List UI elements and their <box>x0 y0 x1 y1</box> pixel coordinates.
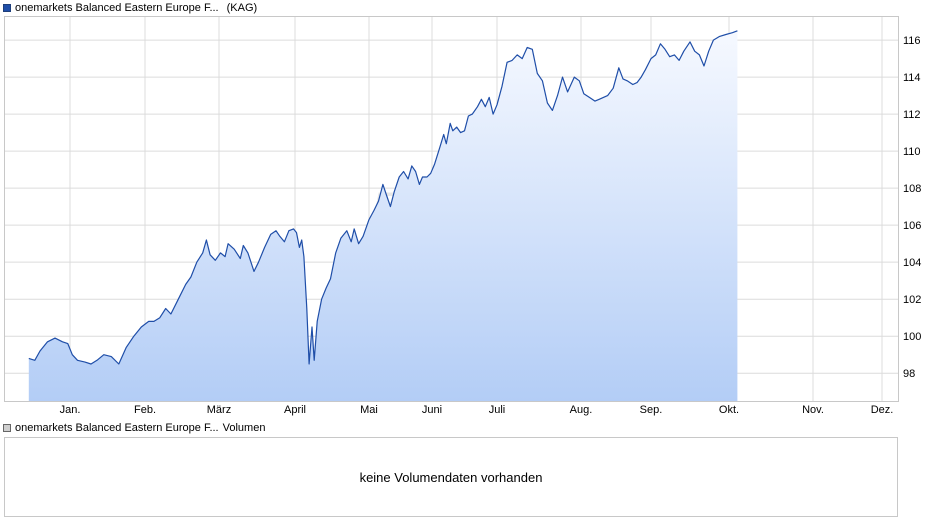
price-legend: onemarkets Balanced Eastern Europe F... … <box>3 1 257 15</box>
volume-empty-message: keine Volumendaten vorhanden <box>359 470 543 485</box>
volume-series-swatch <box>3 424 11 432</box>
y-tick-label-102: 102 <box>903 294 921 306</box>
price-series-swatch <box>3 4 11 12</box>
y-tick-label-110: 110 <box>903 146 921 158</box>
price-series-suffix: (KAG) <box>226 2 258 14</box>
volume-series-name: onemarkets Balanced Eastern Europe F... <box>15 422 219 434</box>
volume-legend: onemarkets Balanced Eastern Europe F... … <box>3 421 265 435</box>
y-tick-label-104: 104 <box>903 257 921 269</box>
y-tick-label-106: 106 <box>903 220 921 232</box>
x-tick-label-5: Juni <box>422 404 442 416</box>
y-tick-label-108: 108 <box>903 183 921 195</box>
x-tick-label-9: Okt. <box>719 404 739 416</box>
x-tick-label-4: Mai <box>360 404 378 416</box>
x-tick-label-0: Jan. <box>60 404 81 416</box>
price-series-name: onemarkets Balanced Eastern Europe F... <box>15 2 219 14</box>
price-chart: FINANZEN98100102104106108110112114116Jan… <box>4 16 921 416</box>
x-tick-label-10: Nov. <box>802 404 824 416</box>
y-tick-label-112: 112 <box>903 109 921 121</box>
x-tick-label-1: Feb. <box>134 404 156 416</box>
series-area <box>28 30 738 402</box>
y-tick-label-116: 116 <box>903 35 921 47</box>
y-tick-label-98: 98 <box>903 368 915 380</box>
volume-series-suffix: Volumen <box>222 422 266 434</box>
volume-panel: keine Volumendaten vorhanden <box>4 437 898 517</box>
x-tick-label-11: Dez. <box>871 404 894 416</box>
series-line <box>28 30 738 365</box>
y-tick-label-114: 114 <box>903 72 921 84</box>
y-tick-label-100: 100 <box>903 331 921 343</box>
x-tick-label-6: Juli <box>489 404 506 416</box>
x-tick-label-2: März <box>207 404 231 416</box>
plot-frame <box>4 16 899 402</box>
x-tick-label-8: Sep. <box>640 404 663 416</box>
x-tick-label-7: Aug. <box>570 404 593 416</box>
x-tick-label-3: April <box>284 404 306 416</box>
